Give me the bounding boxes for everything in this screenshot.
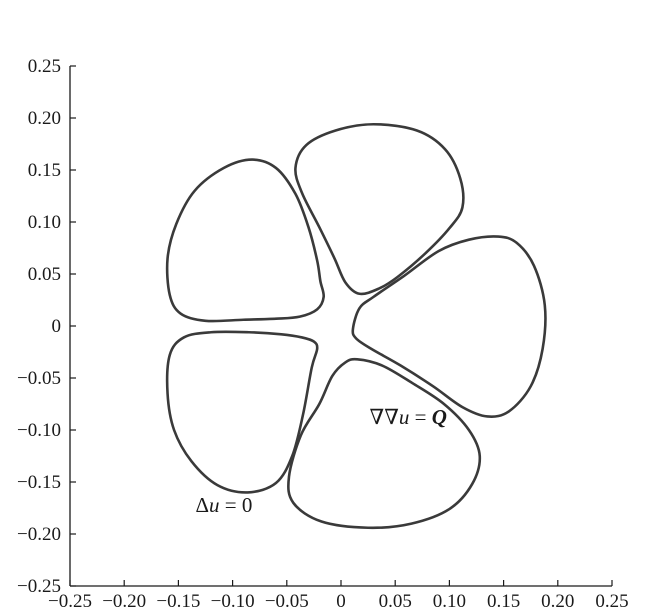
y-tick-label: −0.10 (17, 420, 61, 441)
equals-sign: = (409, 405, 431, 429)
x-tick-label: −0.20 (102, 591, 146, 612)
petal-curve-2 (294, 122, 465, 296)
variable-u: u (209, 493, 220, 517)
tick-marks (69, 65, 613, 587)
annotations: ∇∇u = Q Δu = 0 (195, 405, 446, 517)
x-tick-label: 0.15 (487, 591, 520, 612)
delta-symbol: Δ (195, 493, 209, 517)
x-tick-labels: −0.25 −0.20 −0.15 −0.10 −0.05 0 0.05 0.10 0.15 0.… (48, 591, 629, 612)
y-tick-label: −0.25 (17, 576, 61, 597)
y-tick-labels: 0.25 0.20 0.15 0.10 0.05 0 −0.05 −0.10 −0.15 −0.2… (17, 56, 61, 597)
x-tick-label: −0.25 (48, 591, 92, 612)
petal-curve-4 (287, 357, 482, 530)
equals-zero: = 0 (220, 493, 253, 517)
x-tick-label: −0.10 (211, 591, 255, 612)
y-tick-label: 0 (52, 316, 62, 337)
variable-u: u (399, 405, 410, 429)
x-tick-label: 0.20 (541, 591, 574, 612)
y-tick-label: −0.05 (17, 368, 61, 389)
tensor-q: Q (432, 405, 447, 429)
y-tick-label: 0.15 (28, 160, 61, 181)
x-tick-label: −0.15 (156, 591, 200, 612)
x-tick-label: −0.05 (265, 591, 309, 612)
y-tick-label: −0.20 (17, 524, 61, 545)
axes (69, 66, 612, 587)
x-tick-label: 0 (336, 591, 346, 612)
nabla-symbols: ∇∇ (370, 405, 399, 429)
y-tick-label: 0.10 (28, 212, 61, 233)
y-tick-label: 0.20 (28, 108, 61, 129)
annotation-gradient-equation: ∇∇u = Q (370, 405, 447, 429)
petal-curve-1 (165, 158, 326, 323)
petal-curve-3 (351, 235, 547, 418)
y-tick-label: 0.05 (28, 264, 61, 285)
annotation-laplace-equation: Δu = 0 (195, 493, 252, 517)
petal-curve-5 (165, 330, 319, 494)
x-tick-label: 0.05 (379, 591, 412, 612)
x-tick-label: 0.25 (595, 591, 628, 612)
y-tick-label: −0.15 (17, 472, 61, 493)
y-tick-label: 0.25 (28, 56, 61, 77)
petal-curves (165, 122, 547, 530)
x-tick-label: 0.10 (433, 591, 466, 612)
